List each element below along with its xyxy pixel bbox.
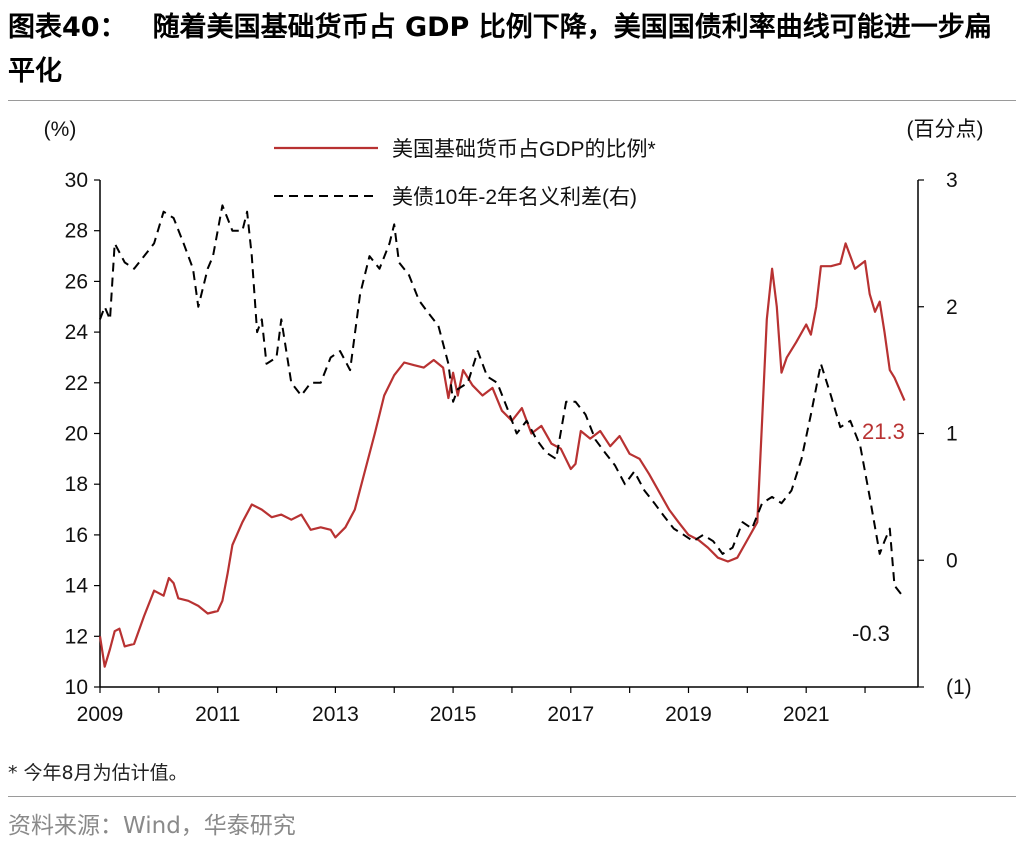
chart-title: 图表40： 随着美国基础货币占 GDP 比例下降，美国国债利率曲线可能进一步扁平化	[8, 6, 1016, 94]
last-value-label-spread: -0.3	[852, 621, 890, 646]
x-tick-label: 2009	[77, 703, 124, 726]
y-right-tick-label: 0	[946, 549, 958, 572]
series-line-base-money	[98, 242, 906, 668]
legend-label-base-money: 美国基础货币占GDP的比例*	[392, 138, 656, 161]
x-tick-label: 2019	[665, 703, 712, 726]
top-divider	[8, 100, 1016, 101]
source-text: 资料来源：Wind，华泰研究	[8, 813, 296, 839]
legend: 美国基础货币占GDP的比例* 美债10年-2年名义利差(右)	[274, 138, 656, 209]
y-left-tick-label: 22	[65, 372, 88, 395]
x-tick-label: 2021	[783, 703, 830, 726]
y-left-unit: (%)	[44, 118, 77, 141]
last-value-label-base-money: 21.3	[862, 419, 905, 444]
x-tick-label: 2015	[430, 703, 477, 726]
y-left-tick-label: 28	[65, 220, 88, 243]
y-left-tick-label: 24	[65, 321, 89, 344]
y-left-tick-label: 26	[65, 270, 88, 293]
x-tick-label: 2017	[547, 703, 594, 726]
y-left-tick-label: 18	[65, 473, 88, 496]
series-line-spread	[99, 204, 906, 599]
y-left-tick-label: 12	[65, 625, 88, 648]
y-left-tick-label: 10	[65, 676, 88, 699]
y-left-tick-label: 16	[65, 524, 88, 547]
figure-title-text: 随着美国基础货币占 GDP 比例下降，美国国债利率曲线可能进一步扁平化	[8, 12, 992, 87]
footnote: * 今年8月为估计值。	[8, 762, 188, 784]
y-right-tick-label: 1	[946, 423, 958, 446]
value-labels: 21.3 -0.3	[852, 419, 905, 646]
y-left-tick-label: 30	[65, 169, 88, 192]
legend-label-spread: 美债10年-2年名义利差(右)	[392, 186, 637, 209]
x-tick-label: 2013	[312, 703, 359, 726]
series-group	[98, 204, 906, 668]
y-right-tick-label: (1)	[946, 676, 972, 699]
x-tick-label: 2011	[195, 703, 240, 726]
y-right-tick-label: 2	[946, 296, 958, 319]
y-left-tick-label: 14	[65, 575, 89, 598]
figure-label: 图表40：	[8, 12, 127, 43]
y-left-tick-label: 20	[65, 423, 88, 446]
y-right-unit: (百分点)	[907, 118, 984, 141]
bottom-divider	[8, 796, 1016, 797]
y-right-tick-label: 3	[946, 169, 958, 192]
